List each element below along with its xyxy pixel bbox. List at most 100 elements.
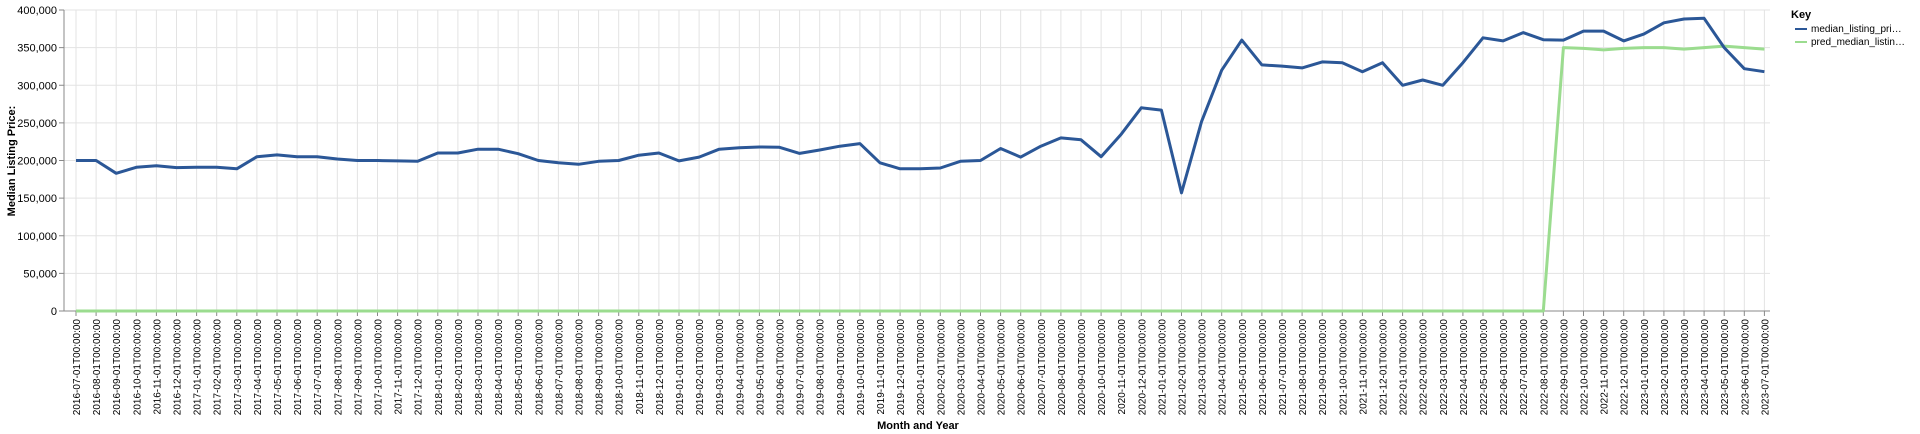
x-tick-label: 2021-01-01T00:00:00	[1157, 319, 1168, 416]
x-tick-label: 2018-12-01T00:00:00	[655, 319, 666, 416]
legend-label: median_listing_pri…	[1811, 24, 1902, 35]
y-tick-label: 50,000	[23, 268, 57, 280]
x-tick-label: 2018-11-01T00:00:00	[635, 319, 646, 415]
y-tick-label: 150,000	[17, 193, 57, 205]
x-tick-label: 2023-04-01T00:00:00	[1700, 319, 1711, 416]
x-tick-label: 2021-06-01T00:00:00	[1258, 319, 1269, 416]
y-tick-label: 250,000	[17, 118, 57, 130]
x-tick-label: 2020-01-01T00:00:00	[916, 319, 927, 416]
x-tick-label: 2020-09-01T00:00:00	[1077, 319, 1088, 416]
y-tick-label: 100,000	[17, 231, 57, 243]
series-line-1	[76, 16, 1765, 195]
x-tick-label: 2018-01-01T00:00:00	[434, 319, 445, 416]
x-tick-label: 2017-06-01T00:00:00	[293, 319, 304, 416]
x-tick-label: 2022-07-01T00:00:00	[1519, 319, 1530, 416]
x-tick-label: 2019-11-01T00:00:00	[876, 319, 887, 415]
x-tick-label: 2019-01-01T00:00:00	[675, 319, 686, 416]
x-tick-label: 2019-02-01T00:00:00	[695, 319, 706, 416]
x-tick-label: 2019-08-01T00:00:00	[816, 319, 827, 416]
x-tick-label: 2022-05-01T00:00:00	[1479, 319, 1490, 416]
x-tick-label: 2019-12-01T00:00:00	[896, 319, 907, 416]
x-tick-label: 2020-07-01T00:00:00	[1037, 319, 1048, 416]
x-tick-label: 2023-07-01T00:00:00	[1760, 319, 1771, 416]
x-tick-label: 2021-08-01T00:00:00	[1298, 319, 1309, 416]
x-tick-label: 2019-09-01T00:00:00	[836, 319, 847, 416]
x-tick-label: 2016-10-01T00:00:00	[132, 319, 143, 416]
x-tick-label: 2022-12-01T00:00:00	[1620, 319, 1631, 416]
x-tick-label: 2016-07-01T00:00:00	[72, 319, 83, 416]
x-tick-label: 2023-01-01T00:00:00	[1640, 319, 1651, 416]
x-tick-label: 2016-08-01T00:00:00	[92, 319, 103, 416]
x-tick-label: 2017-07-01T00:00:00	[313, 319, 324, 416]
x-tick-label: 2020-06-01T00:00:00	[1017, 319, 1028, 416]
x-tick-label: 2018-09-01T00:00:00	[595, 319, 606, 416]
x-tick-label: 2019-07-01T00:00:00	[796, 319, 807, 416]
x-tick-label: 2018-10-01T00:00:00	[615, 319, 626, 416]
x-tick-label: 2022-04-01T00:00:00	[1459, 319, 1470, 416]
x-tick-label: 2022-08-01T00:00:00	[1539, 319, 1550, 416]
x-tick-label: 2018-08-01T00:00:00	[575, 319, 586, 416]
x-tick-label: 2020-04-01T00:00:00	[977, 319, 988, 416]
x-tick-label: 2016-11-01T00:00:00	[152, 319, 163, 415]
legend-label: pred_median_listin…	[1811, 37, 1905, 48]
x-tick-label: 2019-04-01T00:00:00	[735, 319, 746, 416]
y-tick-label: 0	[51, 306, 57, 318]
x-tick-label: 2020-03-01T00:00:00	[956, 319, 967, 416]
x-tick-label: 2021-02-01T00:00:00	[1178, 319, 1189, 416]
x-axis-ticks: 2016-07-01T00:00:00 2016-08-01T00:00:00 20…	[72, 311, 1771, 415]
series-line-2	[76, 44, 1765, 313]
x-tick-label: 2018-07-01T00:00:00	[554, 319, 565, 416]
x-tick-label: 2022-06-01T00:00:00	[1499, 319, 1510, 416]
y-tick-label: 400,000	[17, 5, 57, 17]
x-tick-label: 2023-02-01T00:00:00	[1660, 319, 1671, 416]
series-lines	[76, 16, 1765, 313]
x-tick-label: 2018-03-01T00:00:00	[474, 319, 485, 416]
x-tick-label: 2020-11-01T00:00:00	[1117, 319, 1128, 415]
x-tick-label: 2017-08-01T00:00:00	[333, 319, 344, 416]
x-tick-label: 2018-06-01T00:00:00	[534, 319, 545, 416]
x-tick-label: 2022-09-01T00:00:00	[1559, 319, 1570, 416]
x-tick-label: 2017-01-01T00:00:00	[193, 319, 204, 416]
x-tick-label: 2021-10-01T00:00:00	[1338, 319, 1349, 416]
x-tick-label: 2021-12-01T00:00:00	[1379, 319, 1390, 416]
x-axis-title: Month and Year	[877, 420, 959, 432]
x-tick-label: 2020-02-01T00:00:00	[936, 319, 947, 416]
x-tick-label: 2021-05-01T00:00:00	[1238, 319, 1249, 416]
x-tick-label: 2023-03-01T00:00:00	[1680, 319, 1691, 416]
x-tick-label: 2018-05-01T00:00:00	[514, 319, 525, 416]
x-tick-label: 2019-03-01T00:00:00	[715, 319, 726, 416]
x-tick-label: 2018-04-01T00:00:00	[494, 319, 505, 416]
x-tick-label: 2020-12-01T00:00:00	[1137, 319, 1148, 416]
x-tick-label: 2023-05-01T00:00:00	[1720, 319, 1731, 416]
x-tick-label: 2017-02-01T00:00:00	[213, 319, 224, 416]
x-tick-label: 2016-12-01T00:00:00	[173, 319, 184, 416]
y-axis-title: Median Listing Price:	[6, 106, 18, 217]
x-tick-label: 2017-04-01T00:00:00	[253, 319, 264, 416]
gridlines	[64, 9, 1770, 312]
x-tick-label: 2019-06-01T00:00:00	[776, 319, 787, 416]
x-tick-label: 2017-03-01T00:00:00	[233, 319, 244, 416]
x-tick-label: 2023-06-01T00:00:00	[1740, 319, 1751, 416]
x-tick-label: 2021-07-01T00:00:00	[1278, 319, 1289, 416]
x-tick-label: 2017-12-01T00:00:00	[414, 319, 425, 416]
x-tick-label: 2017-05-01T00:00:00	[273, 319, 284, 416]
x-tick-label: 2022-03-01T00:00:00	[1439, 319, 1450, 416]
y-tick-label: 200,000	[17, 156, 57, 168]
y-axis-ticks: 0 50,000 100,000 150,000 200,000 250,000 300,0…	[17, 5, 64, 318]
legend-title: Key	[1791, 9, 1812, 21]
x-tick-label: 2017-11-01T00:00:00	[394, 319, 405, 415]
x-tick-label: 2019-05-01T00:00:00	[755, 319, 766, 416]
x-tick-label: 2020-05-01T00:00:00	[997, 319, 1008, 416]
x-tick-label: 2020-10-01T00:00:00	[1097, 319, 1108, 416]
x-tick-label: 2022-11-01T00:00:00	[1600, 319, 1611, 415]
x-tick-label: 2017-09-01T00:00:00	[353, 319, 364, 416]
x-tick-label: 2022-01-01T00:00:00	[1399, 319, 1410, 416]
x-tick-label: 2017-10-01T00:00:00	[374, 319, 385, 416]
x-tick-label: 2019-10-01T00:00:00	[856, 319, 867, 416]
x-tick-label: 2021-04-01T00:00:00	[1218, 319, 1229, 416]
y-tick-label: 300,000	[17, 80, 57, 92]
y-tick-label: 350,000	[17, 43, 57, 55]
x-tick-label: 2022-10-01T00:00:00	[1580, 319, 1591, 416]
x-tick-label: 2022-02-01T00:00:00	[1419, 319, 1430, 416]
